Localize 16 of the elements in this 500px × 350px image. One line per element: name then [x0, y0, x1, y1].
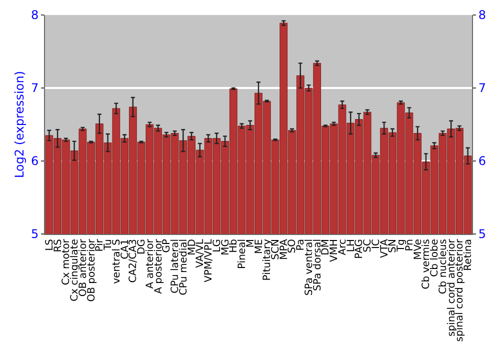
- x-tick-label: OB posterior: [86, 238, 98, 302]
- y-tick-label: 8: [30, 8, 39, 22]
- x-tick-label: spinal cord posterior: [454, 238, 466, 342]
- y-axis-title: Log2 (expression): [12, 71, 26, 178]
- x-tick-label: ME: [254, 239, 265, 254]
- y-tick-label: 5: [30, 227, 39, 242]
- x-tick-label: Pituitary: [262, 238, 274, 281]
- x-tick-label: Tg: [396, 239, 408, 252]
- y2-tick-label: 7: [478, 81, 486, 96]
- y2-tick-label: 8: [478, 8, 486, 22]
- x-tick-label: A posterior: [153, 238, 164, 294]
- y2-tick-label: 6: [478, 154, 486, 168]
- x-tick-label: Retina: [463, 239, 474, 271]
- y-tick-label: 7: [30, 81, 39, 96]
- y-tick-label: 6: [30, 154, 39, 168]
- y2-tick-label: 5: [478, 227, 486, 242]
